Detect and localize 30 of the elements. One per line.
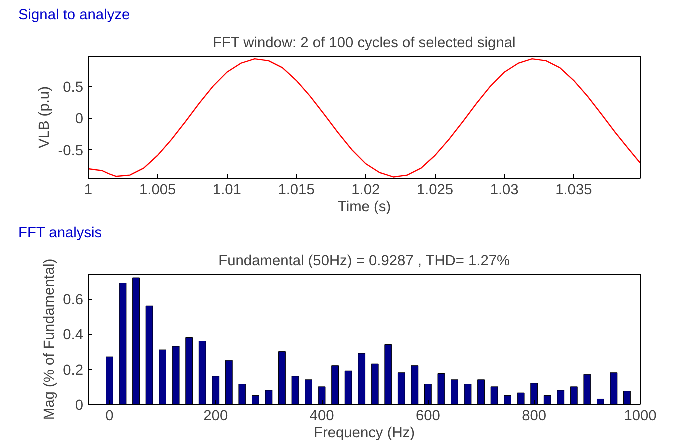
x-tick-label: 0: [106, 408, 114, 424]
y-tick-label: 0: [75, 398, 84, 414]
text: Signal to analyze: [18, 8, 130, 24]
text: FFT analysis: [18, 226, 102, 242]
y-tick-label: 0: [75, 112, 84, 128]
x-tick-label: 400: [310, 408, 334, 424]
x-tick-label: 1.025: [416, 182, 454, 198]
x-tick-label: 1.02: [352, 182, 380, 198]
y-tick-label: 0.4: [63, 328, 84, 344]
line-series: [88, 58, 640, 178]
x-tick-label: 1.005: [140, 182, 176, 198]
x-axis-title: Frequency (Hz): [314, 426, 416, 442]
y-tick-label: 0.2: [63, 362, 84, 379]
y-tick-label: -0.5: [58, 143, 84, 160]
y-tick-label: 0.5: [63, 80, 84, 96]
chart-title: FFT window: 2 of 100 cycles of selected signal: [212, 36, 516, 52]
x-tick-label: 1.015: [278, 182, 315, 198]
x-tick-label: 1: [84, 182, 93, 198]
x-tick-label: 1.01: [212, 182, 242, 198]
y-axis-title: VLB (p.u): [37, 86, 54, 148]
y-axis-title: Mag (% of Fundamental): [42, 258, 58, 420]
x-tick-label: 1000: [624, 408, 657, 424]
x-tick-label: 1.03: [490, 182, 519, 198]
y-tick-label: 0.6: [63, 292, 84, 309]
x-tick-label: 1.035: [556, 182, 592, 198]
x-axis-title: Time (s): [338, 200, 392, 216]
chart-title: Fundamental (50Hz) = 0.9287 , THD= 1.27%: [218, 254, 510, 270]
x-tick-label: 800: [522, 408, 547, 424]
x-tick-label: 200: [204, 408, 228, 424]
x-tick-label: 600: [416, 408, 440, 424]
